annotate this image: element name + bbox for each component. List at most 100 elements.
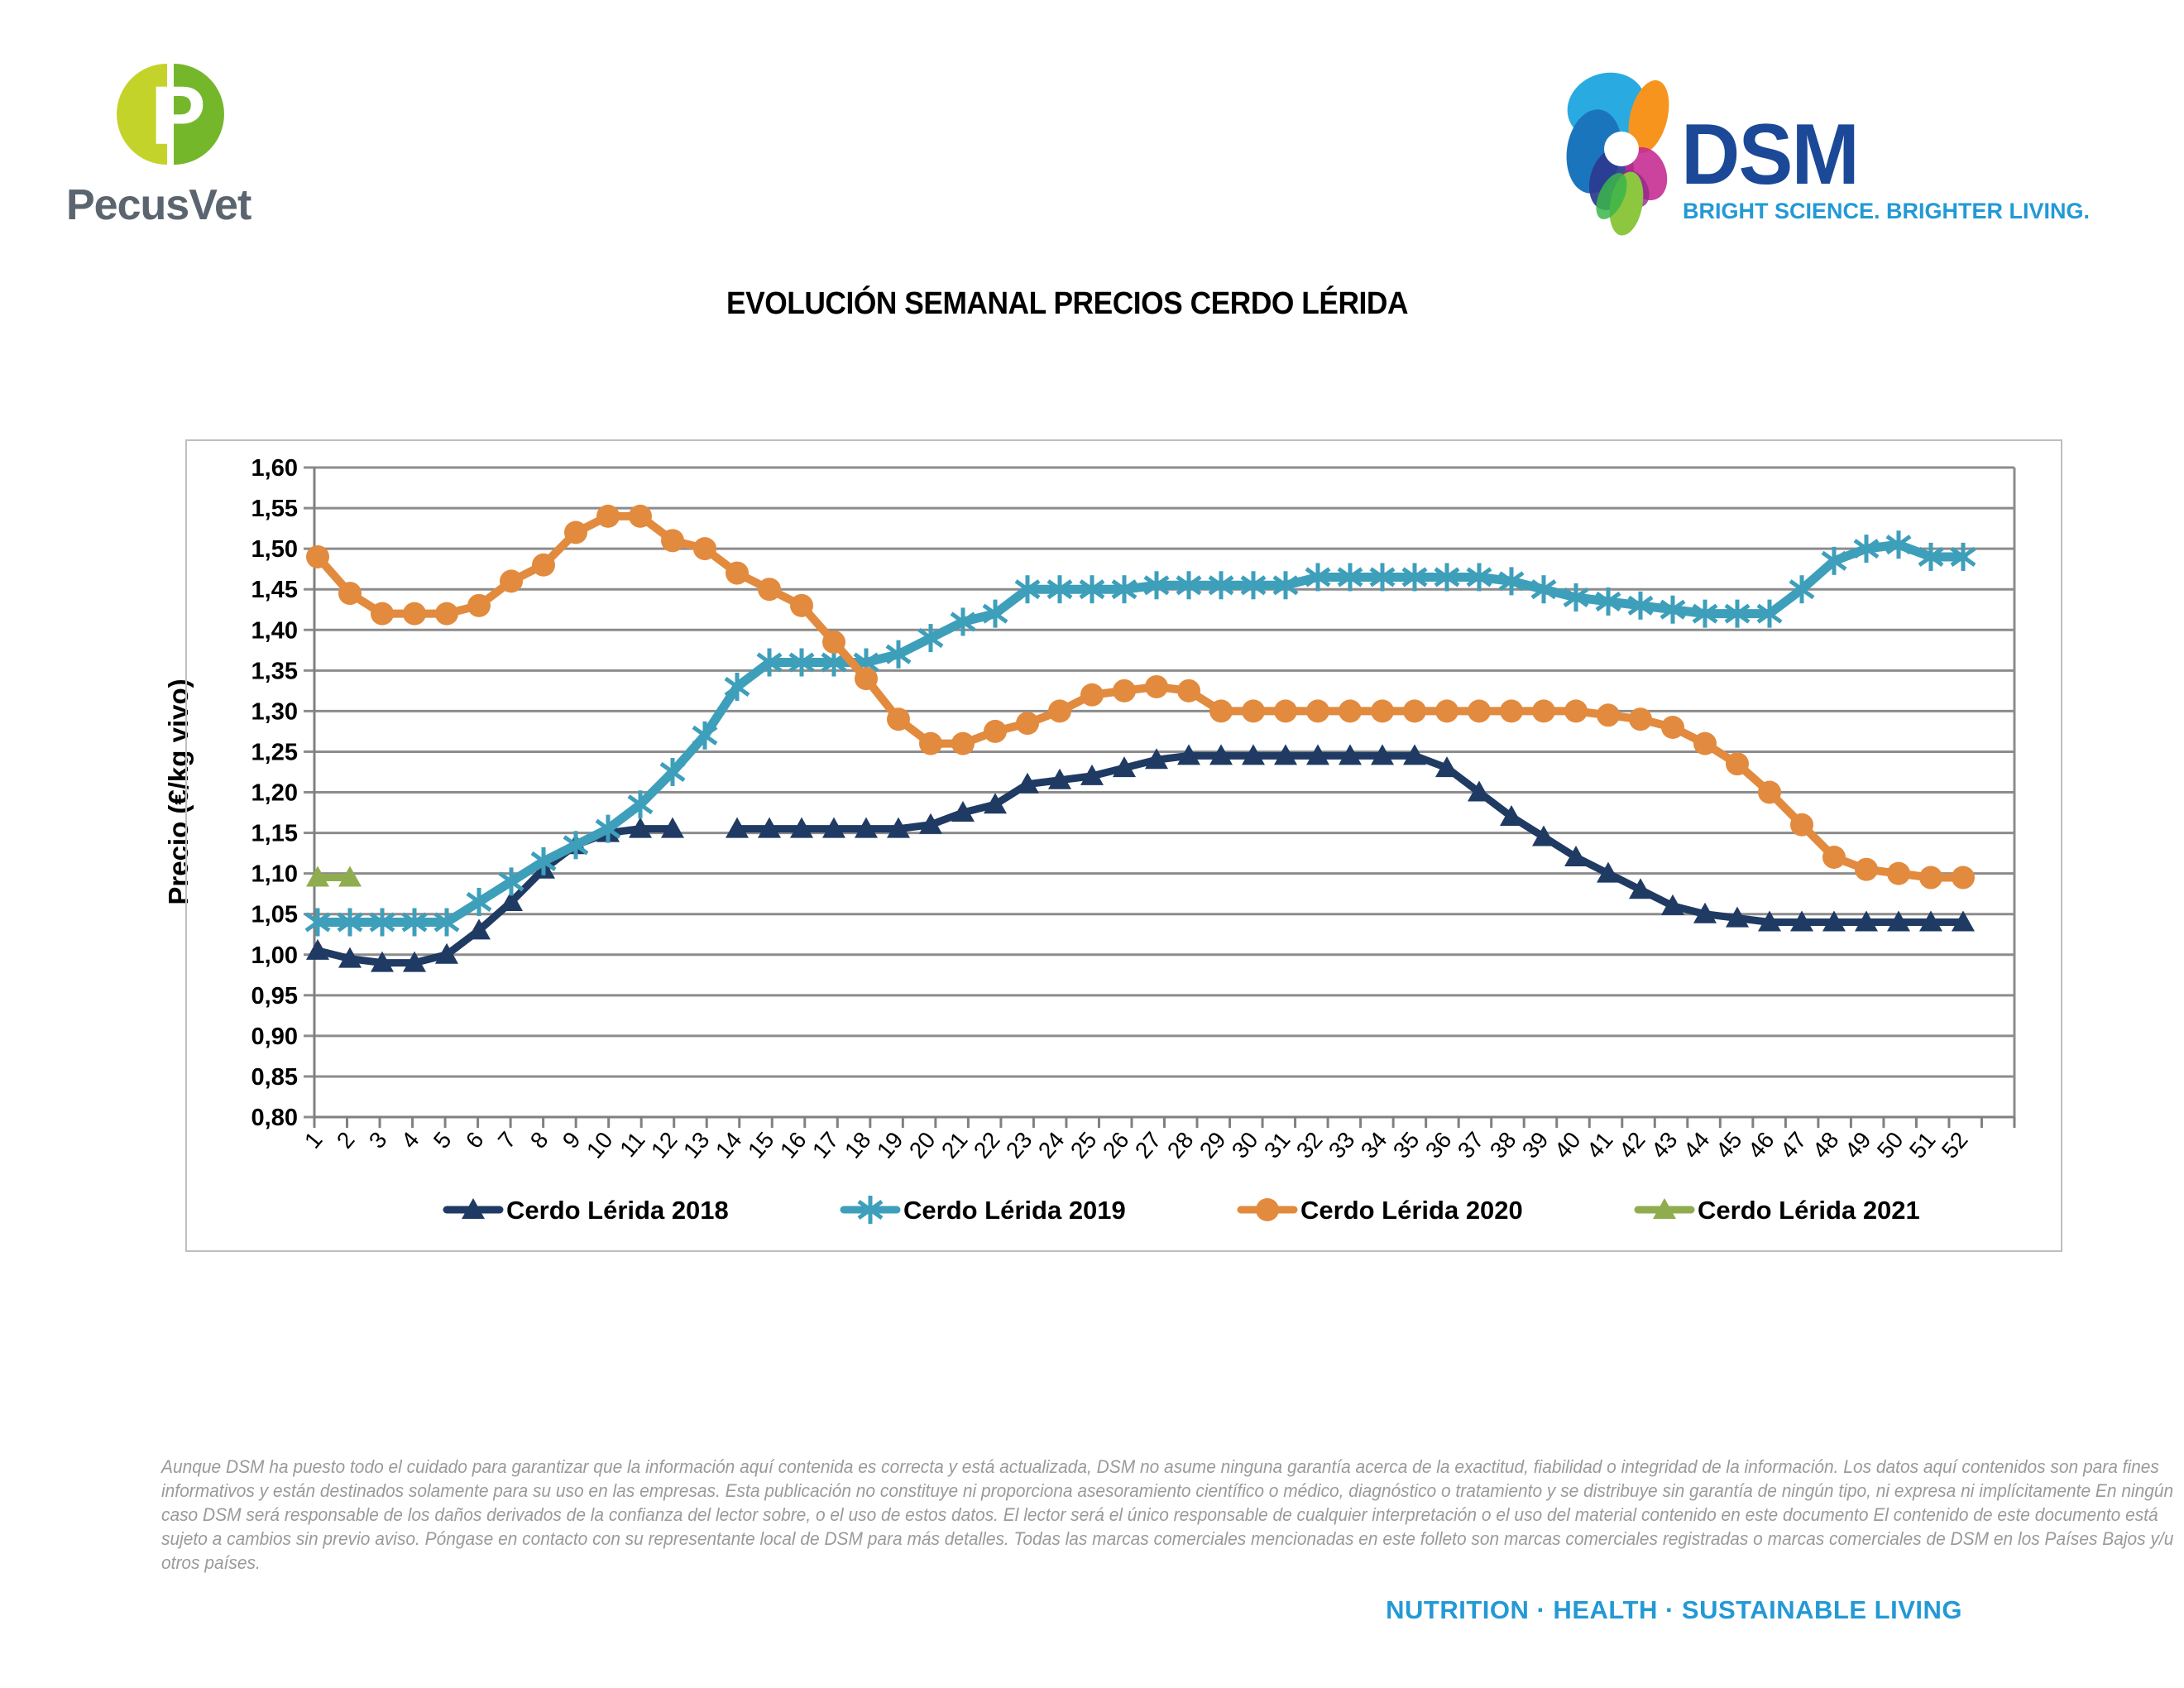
- marker-2021: [338, 866, 362, 887]
- marker-2019: [1756, 603, 1783, 624]
- y-tick-label: 0,80: [251, 1105, 298, 1131]
- marker-2019: [1014, 579, 1041, 600]
- marker-2019: [1111, 579, 1138, 600]
- pecusvet-logo-left-half: [117, 64, 167, 165]
- marker-2019: [756, 652, 783, 673]
- marker-2018: [467, 918, 491, 940]
- x-tick-label: 7: [493, 1127, 521, 1153]
- x-tick-label: 41: [1582, 1127, 1618, 1163]
- marker-2020: [1693, 731, 1717, 755]
- legend-label-2019: Cerdo Lérida 2019: [903, 1196, 1126, 1225]
- marker-2018: [822, 817, 845, 838]
- marker-2018: [1952, 910, 1975, 932]
- marker-2020: [822, 630, 845, 654]
- y-tick-label: 0,95: [251, 983, 298, 1009]
- marker-2018: [951, 801, 975, 822]
- marker-2020: [1564, 699, 1588, 723]
- marker-2019: [1466, 567, 1492, 587]
- marker-2019: [1176, 575, 1202, 596]
- x-tick-label: 2: [332, 1127, 360, 1153]
- marker-2019: [1498, 571, 1525, 592]
- x-tick-label: 51: [1904, 1127, 1941, 1163]
- marker-2018: [1371, 744, 1394, 765]
- marker-2019: [659, 761, 686, 783]
- y-tick-label: 1,15: [251, 821, 298, 847]
- marker-2019: [1530, 579, 1557, 600]
- series-line-2020: [314, 511, 1967, 882]
- marker-2019: [1595, 591, 1621, 611]
- series-line-2018: [733, 751, 1967, 926]
- marker-2020: [1339, 699, 1362, 723]
- marker-2020: [1661, 716, 1684, 739]
- marker-2019: [1434, 567, 1460, 587]
- legend-swatch-marker: [1653, 1198, 1676, 1219]
- x-tick-label: 34: [1356, 1127, 1392, 1163]
- marker-2020: [1016, 712, 1039, 736]
- marker-2020: [1048, 699, 1071, 723]
- disclaimer-line-5: otros países.: [161, 1552, 261, 1573]
- x-tick-label: 9: [558, 1127, 586, 1153]
- x-tick-label: 8: [525, 1127, 553, 1153]
- chart-title: EVOLUCIÓN SEMANAL PRECIOS CERDO LÉRIDA: [726, 286, 1409, 321]
- legend-swatch-marker: [462, 1198, 485, 1219]
- legend-swatch-marker: [857, 1199, 884, 1220]
- marker-2021: [306, 866, 329, 887]
- marker-2019: [1821, 550, 1847, 571]
- marker-2018: [919, 813, 942, 834]
- x-tick-label: 5: [429, 1127, 457, 1153]
- marker-2018: [1758, 910, 1781, 932]
- x-tick-label: 24: [1033, 1127, 1070, 1163]
- marker-2018: [855, 817, 878, 838]
- pecusvet-logo-right-half: [174, 64, 224, 165]
- y-tick-label: 0,85: [251, 1064, 298, 1091]
- y-tick-label: 1,45: [251, 577, 298, 603]
- marker-2020: [1274, 699, 1297, 723]
- legend-label-2018: Cerdo Lérida 2018: [506, 1196, 729, 1225]
- marker-2019: [1337, 567, 1363, 587]
- marker-2020: [919, 731, 942, 755]
- marker-2019: [1950, 546, 1976, 567]
- marker-2019: [1272, 575, 1299, 596]
- dsm-tagline: BRIGHT SCIENCE. BRIGHTER LIVING.: [1683, 199, 2091, 223]
- x-tick-label: 18: [840, 1127, 876, 1163]
- series-line-2019: [313, 539, 1968, 927]
- x-tick-label: 39: [1517, 1127, 1554, 1163]
- dsm-wordmark: DSM: [1681, 107, 1860, 203]
- marker-2019: [692, 725, 718, 746]
- marker-2020: [1306, 699, 1329, 723]
- marker-2018: [1532, 825, 1555, 846]
- marker-2019: [1240, 575, 1267, 596]
- marker-2020: [403, 602, 426, 626]
- marker-2018: [758, 817, 781, 838]
- marker-2018: [661, 817, 684, 838]
- marker-2019: [1401, 567, 1428, 587]
- marker-2020: [855, 667, 878, 691]
- marker-2018: [1435, 756, 1458, 778]
- marker-2018: [790, 817, 813, 838]
- marker-2019: [1369, 567, 1396, 587]
- marker-2018: [1339, 744, 1362, 765]
- x-tick-label: 19: [872, 1127, 908, 1163]
- x-tick-label: 23: [1001, 1127, 1037, 1163]
- x-tick-label: 40: [1549, 1127, 1586, 1163]
- marker-2018: [1919, 910, 1942, 932]
- marker-2018: [1790, 910, 1813, 932]
- marker-2018: [1887, 910, 1910, 932]
- x-tick-label: 1: [299, 1127, 328, 1153]
- marker-2018: [1855, 910, 1878, 932]
- y-tick-label: 1,55: [251, 496, 298, 522]
- marker-2019: [337, 912, 363, 933]
- marker-2020: [1855, 857, 1878, 881]
- marker-2018: [1209, 744, 1233, 765]
- x-tick-label: 35: [1388, 1127, 1425, 1163]
- marker-2020: [532, 553, 555, 577]
- marker-2020: [371, 602, 394, 626]
- x-tick-label: 4: [396, 1127, 424, 1153]
- x-tick-label: 27: [1130, 1127, 1166, 1163]
- marker-2019: [1143, 575, 1170, 596]
- marker-2020: [1468, 699, 1491, 723]
- x-tick-label: 44: [1679, 1127, 1715, 1163]
- disclaimer-line-2: informativos y están destinados solament…: [161, 1480, 2174, 1501]
- marker-2020: [1629, 707, 1652, 731]
- marker-2019: [1918, 546, 1944, 567]
